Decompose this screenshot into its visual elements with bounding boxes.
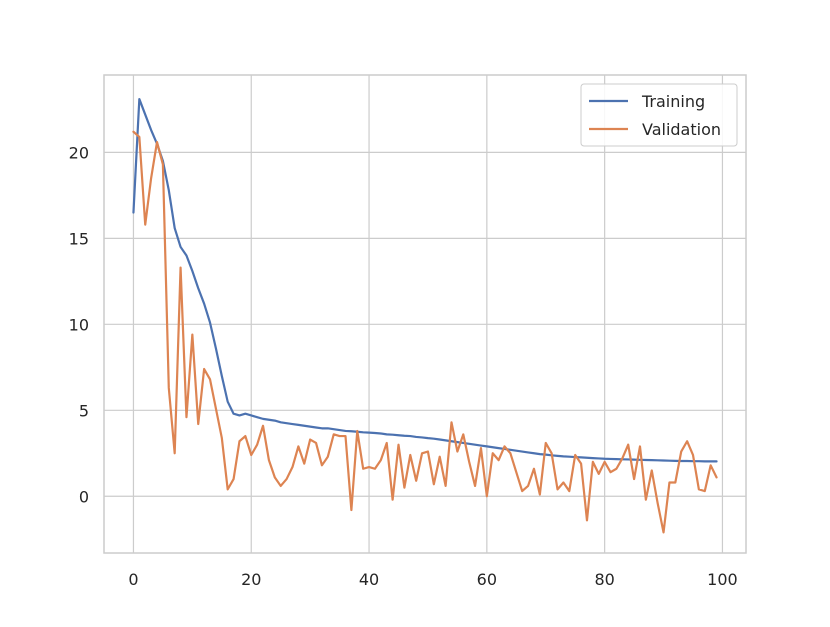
tick-labels: 0 20 40 60 80 100 0 5 10 15 20	[69, 143, 738, 589]
grid	[104, 75, 746, 553]
y-tick-label: 20	[69, 143, 89, 162]
series-line-validation	[132, 130, 718, 534]
x-tick-label: 60	[477, 570, 497, 589]
y-tick-label: 15	[69, 229, 89, 248]
series-line-training	[132, 97, 718, 463]
legend: Training Validation	[580, 83, 738, 147]
x-tick-label: 40	[359, 570, 379, 589]
x-tick-label: 80	[594, 570, 614, 589]
x-tick-label: 0	[128, 570, 138, 589]
x-tick-label: 100	[707, 570, 738, 589]
legend-label-validation: Validation	[642, 120, 721, 139]
plot-frame	[103, 74, 747, 554]
y-tick-label: 10	[69, 315, 89, 334]
y-tick-label: 0	[79, 487, 89, 506]
x-tick-label: 20	[241, 570, 261, 589]
legend-label-training: Training	[641, 92, 705, 111]
series-lines	[132, 97, 718, 534]
y-tick-label: 5	[79, 401, 89, 420]
legend-box	[580, 83, 738, 147]
